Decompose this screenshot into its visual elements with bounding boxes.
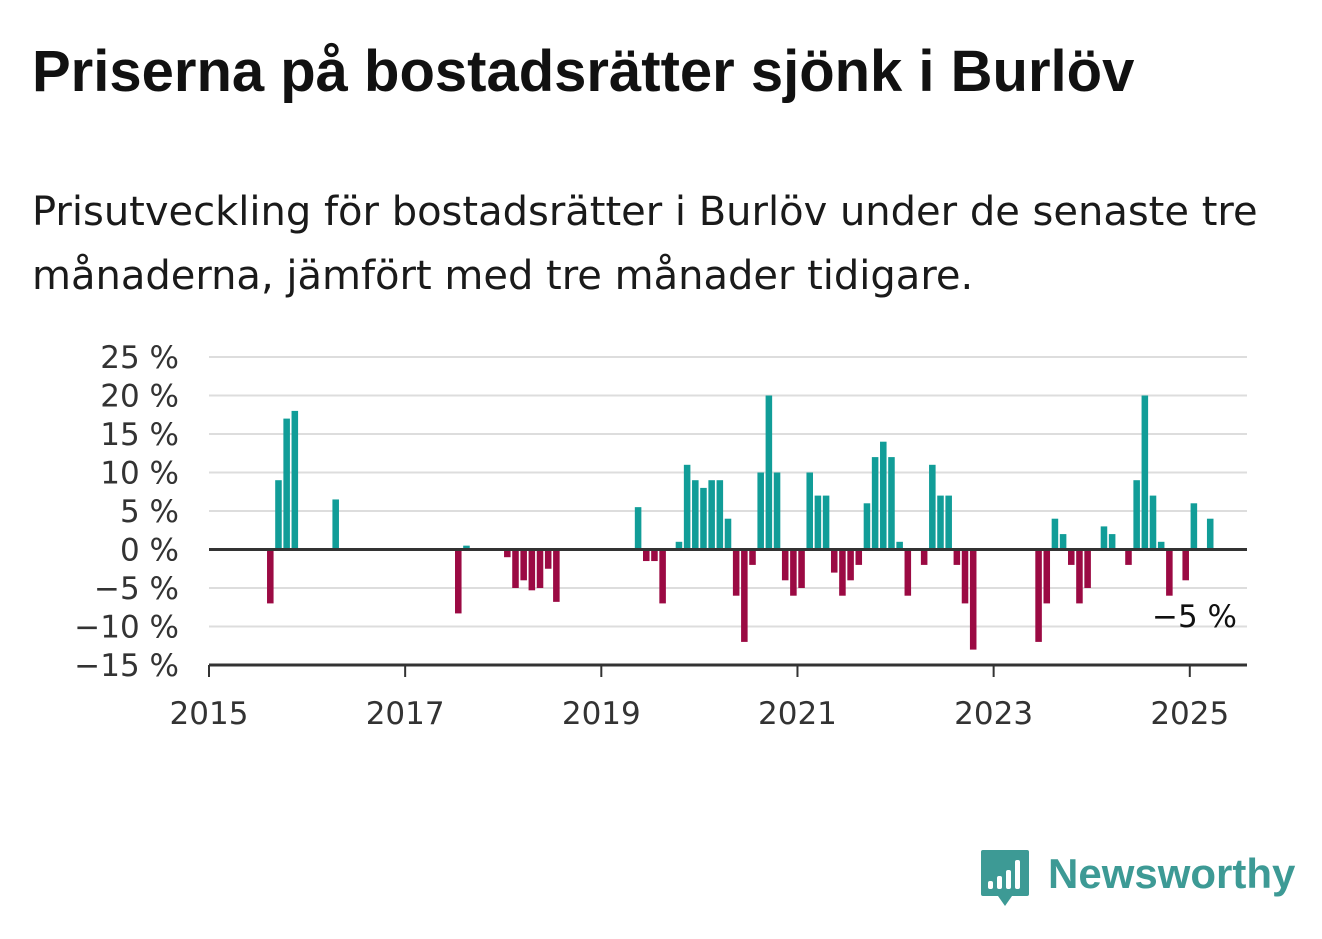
- bar: [553, 549, 560, 602]
- bar: [692, 480, 699, 550]
- brand-name: Newsworthy: [1048, 850, 1296, 897]
- bar: [504, 549, 511, 558]
- bar: [1206, 518, 1214, 550]
- y-tick-label: −10 %: [74, 610, 179, 646]
- bar: [773, 472, 781, 550]
- bar: [1068, 549, 1075, 565]
- bar: [536, 549, 544, 588]
- bar: [520, 549, 527, 581]
- bar: [512, 549, 519, 588]
- bar: [790, 549, 797, 596]
- bar: [741, 549, 748, 642]
- bar: [798, 549, 805, 588]
- bar: [1133, 480, 1140, 550]
- bar: [1100, 526, 1108, 550]
- grid-lines: [209, 356, 1247, 628]
- bar: [969, 549, 977, 650]
- bar: [904, 549, 912, 596]
- bar: [659, 549, 666, 604]
- bar: [1141, 395, 1149, 550]
- bar: [463, 545, 470, 550]
- x-tick-label: 2017: [366, 696, 445, 732]
- bar: [888, 457, 895, 550]
- bar: [1076, 549, 1083, 604]
- axes: [208, 548, 1247, 677]
- y-tick-label: 15 %: [100, 417, 179, 453]
- bar: [643, 549, 650, 562]
- bar: [830, 549, 838, 573]
- bar: [896, 541, 903, 550]
- bar: [765, 395, 773, 550]
- bar: [945, 495, 952, 550]
- bar: [1157, 541, 1165, 550]
- latest-value-annotation: −5 %: [1152, 599, 1237, 635]
- x-tick-label: 2023: [954, 696, 1033, 732]
- bar: [683, 464, 691, 550]
- bar: [716, 480, 724, 550]
- bar: [961, 549, 969, 604]
- bar: [1043, 549, 1051, 604]
- x-tick-label: 2015: [170, 696, 249, 732]
- y-tick-label: 10 %: [100, 456, 179, 492]
- y-tick-label: 25 %: [100, 340, 179, 376]
- bar: [291, 410, 299, 550]
- bar: [528, 549, 536, 591]
- bar: [953, 549, 961, 565]
- chart-title: Priserna på bostadsrätter sjönk i Burlöv: [32, 39, 1135, 104]
- bar: [332, 499, 339, 550]
- bar: [267, 549, 274, 604]
- bar: [822, 495, 830, 550]
- bar: [757, 472, 764, 550]
- bar: [275, 480, 282, 550]
- bar: [283, 418, 290, 550]
- bar: [700, 487, 707, 550]
- bar: [1149, 495, 1157, 550]
- bar: [455, 549, 462, 614]
- bar: [781, 549, 789, 581]
- bar: [1125, 549, 1132, 565]
- bar: [708, 480, 715, 550]
- bar: [920, 549, 928, 565]
- x-tick-label: 2021: [758, 696, 837, 732]
- bar: [634, 507, 642, 550]
- bar: [1084, 549, 1091, 588]
- bar-chart-speech-bubble-icon: [981, 850, 1029, 906]
- y-tick-label: 5 %: [120, 494, 179, 530]
- bar: [814, 495, 822, 550]
- bar: [847, 549, 854, 581]
- bar: [806, 472, 813, 550]
- bar-chart: 25 %20 %15 %10 %5 %0 %−5 %−10 %−15 %2015…: [74, 340, 1247, 732]
- bar: [651, 549, 658, 562]
- bar: [839, 549, 846, 596]
- x-tick-label: 2025: [1150, 696, 1229, 732]
- y-tick-label: −5 %: [94, 571, 179, 607]
- tick-labels: 25 %20 %15 %10 %5 %0 %−5 %−10 %−15 %2015…: [74, 340, 1237, 732]
- bar: [937, 495, 944, 550]
- chart-subtitle: Prisutveckling för bostadsrätter i Burlö…: [32, 189, 1258, 299]
- bar: [1051, 518, 1059, 550]
- bar: [1166, 549, 1173, 596]
- bar: [1108, 534, 1116, 550]
- bar: [1190, 503, 1198, 550]
- bar: [880, 441, 887, 550]
- bar: [863, 503, 871, 550]
- x-tick-label: 2019: [562, 696, 641, 732]
- bar: [732, 549, 740, 596]
- bar: [749, 549, 756, 565]
- y-tick-label: 0 %: [120, 533, 179, 569]
- bar: [871, 457, 879, 550]
- bar: [1059, 534, 1067, 550]
- bar: [855, 549, 863, 565]
- bar: [929, 464, 936, 550]
- bar: [1182, 549, 1189, 581]
- bar: [544, 549, 552, 569]
- bar: [724, 518, 732, 550]
- bars: [267, 395, 1214, 650]
- y-tick-label: −15 %: [74, 648, 179, 684]
- bar: [1035, 549, 1042, 642]
- y-tick-label: 20 %: [100, 379, 179, 415]
- bar: [675, 541, 683, 550]
